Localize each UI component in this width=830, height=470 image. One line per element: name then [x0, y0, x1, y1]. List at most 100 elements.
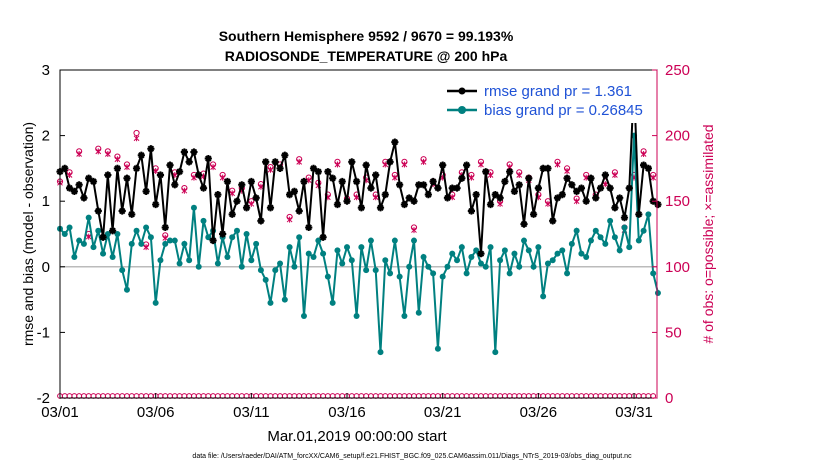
rmse-point [109, 227, 117, 235]
rmse-point [611, 204, 619, 212]
bias-point [162, 240, 169, 247]
rmse-point [362, 161, 370, 169]
rmse-point [185, 158, 193, 166]
bias-point [477, 260, 484, 267]
legend-box [442, 75, 652, 123]
bias-point [257, 267, 264, 274]
bias-point [497, 257, 504, 264]
obs-assimilated-point [420, 158, 427, 165]
obs-assimilated-point [66, 171, 73, 178]
obs-assimilated-point [85, 233, 92, 240]
bias-point [272, 267, 279, 274]
obs-assimilated-point [248, 200, 255, 207]
rmse-point [152, 200, 160, 209]
rmse-point [333, 200, 342, 209]
bias-point [568, 240, 575, 247]
bias-point [147, 234, 154, 241]
bias-point [415, 309, 422, 316]
rmse-point [463, 161, 471, 169]
rmse-point [410, 197, 418, 205]
rmse-point [582, 197, 590, 205]
bias-point [468, 253, 475, 260]
bias-point [530, 263, 537, 270]
bias-point [344, 244, 351, 251]
bias-point [100, 250, 107, 257]
rmse-point [534, 184, 542, 192]
rmse-point [286, 191, 294, 199]
rmse-point [75, 181, 83, 189]
rmse-point [190, 148, 198, 156]
rmse-point [171, 181, 179, 189]
rmse-point [563, 174, 571, 182]
bias-point [487, 244, 494, 251]
obs-assimilated-point [401, 161, 408, 168]
y-axis-right-label: # of obs: o=possible; ×=assimilated [700, 124, 716, 343]
plot-area [60, 70, 657, 398]
y-right-tick-label: 150 [665, 193, 690, 210]
legend-bias-label: bias grand pr = 0.26845 [484, 102, 643, 119]
bias-point [444, 263, 451, 270]
y-right-tick-label: 250 [665, 62, 690, 79]
y-left-tick-label: -1 [37, 324, 50, 341]
bias-point [439, 273, 446, 280]
bias-point [449, 250, 456, 257]
data-layer [56, 79, 662, 399]
bias-point [372, 267, 379, 274]
rmse-point [491, 191, 499, 199]
rmse-point [128, 210, 136, 218]
bias-point [320, 250, 327, 257]
rmse-point [501, 177, 509, 186]
rmse-point [85, 174, 93, 182]
rmse-point [305, 223, 313, 232]
bias-point [114, 231, 121, 237]
rmse-point [338, 177, 346, 186]
bias-point [521, 237, 528, 244]
rmse-point [525, 174, 533, 182]
rmse-point [199, 184, 208, 192]
rmse-point [290, 187, 298, 195]
obs-assimilated-point [181, 187, 188, 194]
bias-point [95, 227, 102, 234]
rmse-point [539, 164, 547, 172]
rmse-point [348, 158, 356, 166]
bias-point [463, 270, 470, 277]
bias-point [482, 263, 489, 270]
rmse-point [266, 204, 275, 212]
obs-assimilated-point [334, 161, 341, 168]
rmse-point [295, 207, 303, 215]
rmse-point [381, 191, 389, 199]
bias-point [85, 214, 92, 221]
rmse-point [94, 207, 102, 215]
bias-point [233, 227, 240, 234]
rmse-point [467, 207, 475, 215]
bias-point [597, 234, 604, 241]
rmse-point [434, 184, 442, 192]
bias-point [583, 253, 590, 260]
y-right-tick-label: 0 [665, 390, 673, 407]
rmse-point [324, 168, 332, 176]
rmse-point [89, 177, 98, 186]
bias-point [387, 270, 394, 277]
y-right-tick-label: 100 [665, 259, 690, 276]
rmse-point [496, 194, 504, 202]
bias-point [382, 257, 389, 264]
rmse-point [262, 158, 270, 166]
rmse-point [142, 187, 150, 195]
bias-point [123, 286, 130, 293]
rmse-point [309, 164, 318, 172]
bias-point [640, 227, 647, 234]
rmse-point [592, 194, 600, 202]
bias-point [645, 211, 652, 218]
bias-point [243, 231, 250, 237]
rmse-point [281, 151, 289, 159]
bias-point [406, 263, 413, 270]
y-left-tick-label: 2 [42, 128, 50, 145]
bias-point [90, 244, 97, 251]
obs-assimilated-point [152, 168, 159, 175]
bias-point [540, 293, 547, 300]
rmse-point [233, 197, 241, 205]
chart-title-line2: RADIOSONDE_TEMPERATURE @ 200 hPa [225, 48, 508, 64]
y-axis-left-label: rmse and bias (model - observation) [20, 122, 36, 346]
rmse-point [606, 184, 614, 192]
